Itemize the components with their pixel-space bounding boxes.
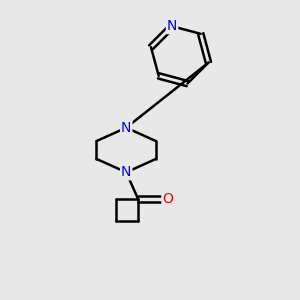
Text: N: N: [167, 19, 177, 33]
Text: N: N: [121, 165, 131, 179]
Text: O: O: [162, 192, 173, 206]
Text: N: N: [121, 121, 131, 135]
